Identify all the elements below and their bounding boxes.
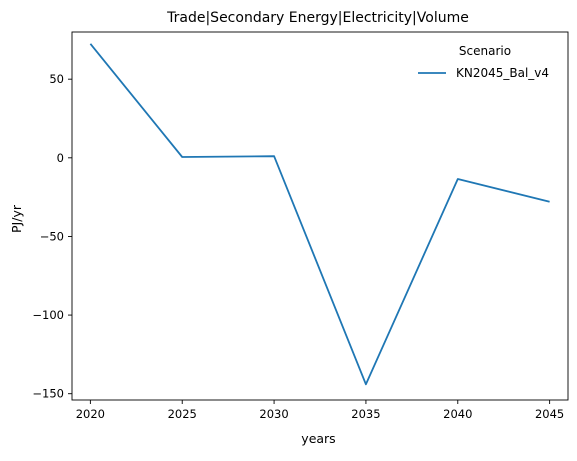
y-tick-label: −50 (40, 229, 64, 243)
y-tick-label: 50 (49, 72, 64, 86)
x-tick-label: 2020 (76, 407, 105, 421)
legend-entry-label: KN2045_Bal_v4 (456, 66, 549, 80)
plot-frame (71, 31, 569, 401)
series-group (89, 43, 550, 386)
legend-title: Scenario (459, 44, 511, 58)
x-axis-label: years (301, 431, 335, 446)
legend: Scenario KN2045_Bal_v4 (418, 44, 549, 80)
x-tick-label: 2025 (168, 407, 197, 421)
x-tick-label: 2030 (259, 407, 288, 421)
plot-area (71, 31, 569, 401)
x-tick-label: 2045 (535, 407, 564, 421)
y-tick-label: 0 (57, 151, 64, 165)
x-tick-label: 2035 (351, 407, 380, 421)
y-axis-label: PJ/yr (9, 204, 24, 233)
x-axis: 2020 2025 2030 2035 2040 2045 (76, 400, 564, 421)
y-axis: 50 0 −50 −100 −150 (32, 72, 72, 401)
chart-title: Trade|Secondary Energy|Electricity|Volum… (166, 10, 469, 26)
series-line (89, 43, 550, 386)
y-tick-label: −150 (32, 387, 64, 401)
y-tick-label: −100 (32, 308, 64, 322)
x-tick-label: 2040 (443, 407, 472, 421)
